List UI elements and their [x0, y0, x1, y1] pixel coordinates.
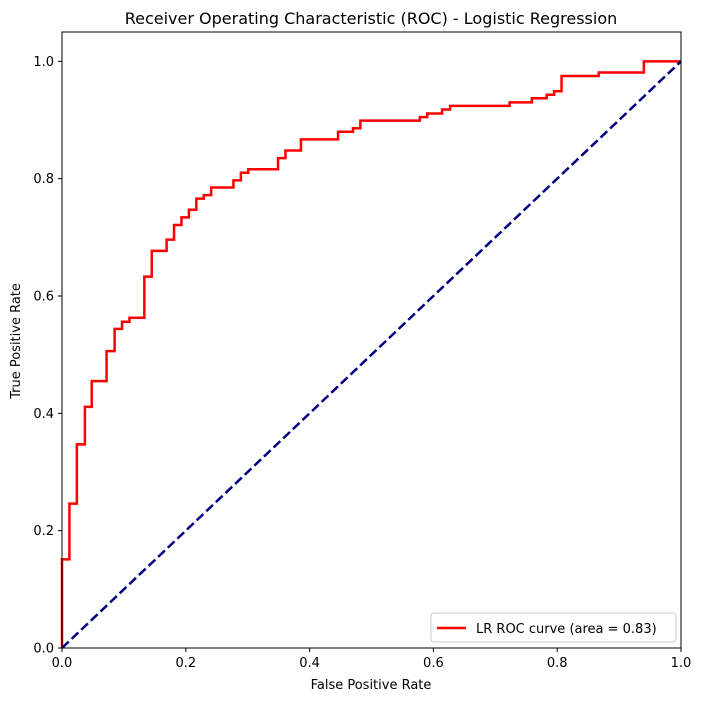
x-tick-label: 0.2 — [175, 656, 196, 671]
legend: LR ROC curve (area = 0.83) — [430, 612, 677, 643]
x-axis-label: False Positive Rate — [311, 678, 432, 693]
roc-curve-line — [60, 60, 681, 648]
y-tick-label: 0.8 — [33, 172, 54, 187]
plot-area — [60, 60, 682, 649]
y-tick-label: 0.0 — [33, 642, 54, 657]
axes-frame — [61, 31, 682, 649]
x-tick-label: 0.4 — [299, 656, 320, 671]
y-tick-label: 1.0 — [33, 55, 54, 70]
chart-title: Receiver Operating Characteristic (ROC) … — [125, 9, 618, 28]
x-tick-label: 0.0 — [52, 656, 73, 671]
chance-diagonal-line — [61, 60, 682, 649]
y-axis-label: True Positive Rate — [9, 283, 24, 400]
y-tick-label: 0.2 — [33, 524, 54, 539]
x-tick-label: 1.0 — [671, 656, 692, 671]
axes: 0.0 0.2 0.4 0.6 0.8 1.0 0.0 0.2 0.4 0.6 0.8 1.0 — [33, 31, 692, 671]
y-tick-label: 0.4 — [33, 407, 54, 422]
y-tick-label: 0.6 — [33, 290, 54, 305]
x-tick-label: 0.6 — [423, 656, 444, 671]
x-tick-label: 0.8 — [547, 656, 568, 671]
legend-label: LR ROC curve (area = 0.83) — [476, 622, 657, 637]
legend-frame — [430, 612, 677, 643]
